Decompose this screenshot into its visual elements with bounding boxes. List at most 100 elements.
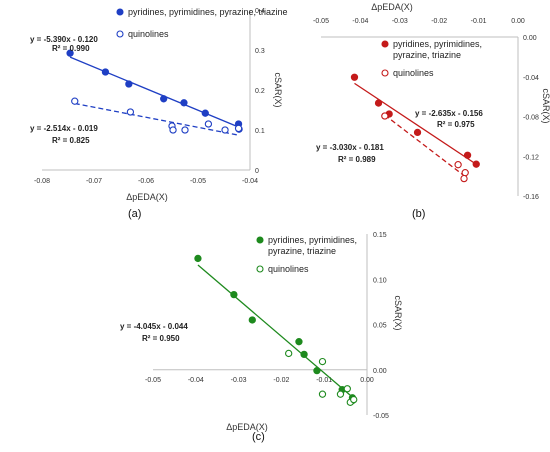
y-tick-label: -0.05: [373, 413, 389, 420]
data-point-filled: [201, 109, 209, 117]
y-tick-label: 0.1: [255, 128, 265, 135]
legend-label-line: pyrazine, triazine: [393, 50, 461, 60]
legend-marker-open: [116, 30, 124, 38]
data-point-open: [169, 126, 177, 134]
data-point-filled: [413, 128, 422, 137]
x-tick-label: -0.04: [352, 18, 368, 25]
data-point-filled: [194, 254, 202, 263]
x-tick-label: -0.05: [190, 178, 206, 185]
legend-label-line: pyridines, pyrimidines,: [268, 235, 357, 245]
y-tick-label: 0.3: [255, 48, 265, 55]
legend-label: pyridines, pyrimidines, pyrazine, triazin…: [393, 39, 482, 60]
x-tick-label: -0.02: [431, 18, 447, 25]
r-squared: R² = 0.989: [338, 155, 376, 164]
y-tick-label: 0.2: [255, 88, 265, 95]
data-point-open: [285, 349, 293, 358]
x-axis-title: ΔpEDA(X): [226, 422, 268, 432]
x-tick-label: -0.04: [242, 178, 258, 185]
data-point-filled: [313, 367, 321, 375]
legend-marker-open: [256, 265, 264, 273]
data-point-open: [350, 395, 358, 404]
y-tick-label: -0.08: [523, 115, 539, 122]
x-tick-label: -0.08: [34, 178, 50, 185]
data-point-filled: [463, 151, 472, 159]
x-tick-label: -0.07: [86, 178, 102, 185]
data-point-filled: [350, 73, 359, 81]
data-point-open: [126, 108, 135, 116]
x-tick-label: -0.03: [392, 18, 408, 25]
y-tick-label: 0.15: [373, 232, 387, 239]
x-tick-label: -0.02: [273, 377, 289, 384]
y-axis-title: cSAR(X): [393, 295, 403, 330]
panel-c: -0.05 -0.04 -0.03 -0.02 -0.01 0.00 -0.05 0.00 0.…: [120, 232, 403, 443]
y-tick-label: 0.00: [523, 35, 537, 42]
x-tick-label: -0.06: [138, 178, 154, 185]
data-point-filled: [230, 290, 238, 299]
data-point-open: [343, 385, 351, 393]
panel-a: -0.08 -0.07 -0.06 -0.05 -0.04 0 0.1 0.2 0.3 0.4 Δp…: [30, 7, 288, 220]
data-point-open: [181, 126, 189, 134]
legend-label: pyridines, pyrimidines, pyrazine, triazin…: [268, 235, 357, 256]
x-tick-label: -0.05: [313, 18, 329, 25]
data-point-open: [234, 124, 243, 133]
data-point-filled: [180, 99, 188, 107]
trendline-filled: [197, 264, 353, 398]
regression-equation: y = -3.030x - 0.181: [316, 143, 384, 152]
legend-marker-filled: [256, 236, 264, 244]
r-squared: R² = 0.990: [52, 44, 90, 53]
data-point-open: [318, 357, 327, 366]
trendline-open: [74, 102, 239, 136]
data-point-filled: [374, 99, 383, 107]
y-tick-label: 0.05: [373, 323, 387, 330]
r-squared: R² = 0.825: [52, 136, 90, 145]
legend-label: quinolines: [393, 68, 434, 78]
y-axis-title: cSAR(X): [273, 72, 283, 107]
legend-marker-open: [381, 69, 389, 77]
data-point-filled: [295, 338, 303, 346]
y-tick-label: -0.16: [523, 194, 539, 201]
legend-label: quinolines: [128, 29, 169, 39]
panel-label: (a): [128, 208, 141, 220]
data-point-filled: [472, 160, 480, 168]
y-tick-label: -0.04: [523, 75, 539, 82]
data-point-filled: [101, 68, 110, 76]
data-point-open: [318, 390, 327, 398]
y-tick-label: 0.4: [255, 8, 265, 15]
trendline-filled: [354, 82, 477, 165]
regression-equation: y = -2.635x - 0.156: [415, 109, 483, 118]
r-squared: R² = 0.975: [437, 120, 475, 129]
x-axis-title: ΔpEDA(X): [371, 2, 413, 12]
y-tick-label: 0: [255, 168, 259, 175]
data-point-filled: [248, 316, 256, 324]
y-tick-label: 0.00: [373, 368, 387, 375]
data-point-open: [381, 112, 389, 120]
x-axis-title: ΔpEDA(X): [126, 192, 168, 202]
data-point-filled: [66, 49, 74, 57]
x-tick-label: -0.01: [316, 377, 332, 384]
x-tick-label: -0.01: [471, 18, 487, 25]
y-tick-label: -0.12: [523, 154, 539, 161]
x-tick-label: 0.00: [360, 377, 374, 384]
trendline-filled: [69, 56, 240, 128]
x-tick-label: -0.05: [145, 377, 161, 384]
legend-label-line: pyrazine, triazine: [268, 246, 336, 256]
legend-label: quinolines: [268, 264, 309, 274]
legend-marker-filled: [381, 40, 389, 48]
regression-equation: y = -2.514x - 0.019: [30, 124, 98, 133]
trendline-open: [384, 114, 466, 178]
legend-marker-filled: [116, 8, 124, 16]
data-point-filled: [125, 80, 133, 88]
legend-label: pyridines, pyrimidines, pyrazine, triazi…: [128, 7, 288, 17]
panel-label: (b): [412, 208, 425, 220]
data-point-open: [336, 390, 345, 398]
regression-equation: y = -5.390x - 0.120: [30, 35, 98, 44]
panel-label: (c): [252, 431, 265, 443]
data-point-open: [454, 161, 462, 169]
data-point-open: [221, 126, 229, 134]
data-point-open: [71, 97, 79, 105]
data-point-open: [204, 120, 213, 128]
x-tick-label: 0.00: [511, 18, 525, 25]
x-tick-label: -0.04: [188, 377, 204, 384]
y-tick-label: 0.10: [373, 277, 387, 284]
